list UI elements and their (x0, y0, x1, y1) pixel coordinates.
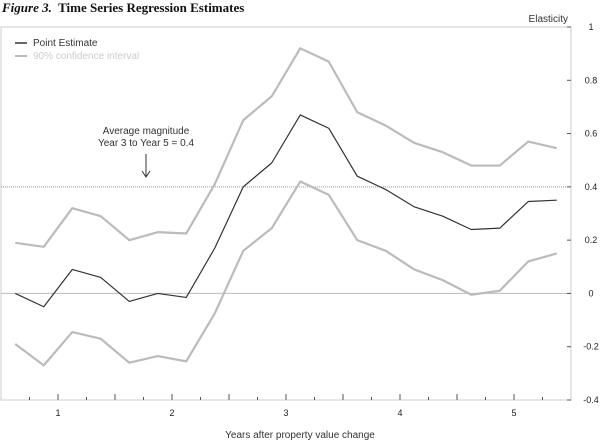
y-tick-label: 0.8 (585, 75, 598, 85)
legend-label-ci: 90% confidence interval (33, 51, 139, 62)
title-text: Time Series Regression Estimates (58, 0, 245, 15)
x-tick-label: 3 (283, 408, 288, 418)
annotation: Average magnitude Year 3 to Year 5 = 0.4 (98, 126, 195, 178)
x-tick-label: 4 (397, 408, 402, 418)
y-tick-label: 0 (588, 288, 593, 298)
point-estimate-line (14, 114, 557, 308)
y-axis-label: Elasticity (529, 14, 568, 25)
y-tick-label: 1 (588, 22, 593, 32)
x-axis-label: Years after property value change (225, 430, 375, 441)
y-tick-label: 0.2 (585, 235, 598, 245)
ci-upper-line (15, 47, 558, 248)
x-tick-label: 2 (169, 408, 174, 418)
chart-title: Figure 3. Time Series Regression Estimat… (2, 0, 244, 16)
y-tick-label: -0.2 (583, 342, 599, 352)
annotation-line2: Year 3 to Year 5 = 0.4 (98, 138, 195, 149)
figure-label: Figure 3. (2, 0, 52, 15)
annotation-line1: Average magnitude (103, 126, 190, 137)
ci-lower-line (14, 180, 558, 367)
legend: Point Estimate 90% confidence interval (15, 38, 139, 62)
y-tick-label: 0.4 (585, 182, 598, 192)
legend-label-point-estimate: Point Estimate (33, 38, 98, 49)
y-tick-label: 0.6 (585, 129, 598, 139)
y-tick-label: -0.4 (583, 395, 599, 405)
x-tick-label: 5 (511, 408, 516, 418)
arrow-head (141, 170, 151, 178)
plot-frame (0, 26, 572, 401)
x-tick-label: 1 (55, 408, 60, 418)
